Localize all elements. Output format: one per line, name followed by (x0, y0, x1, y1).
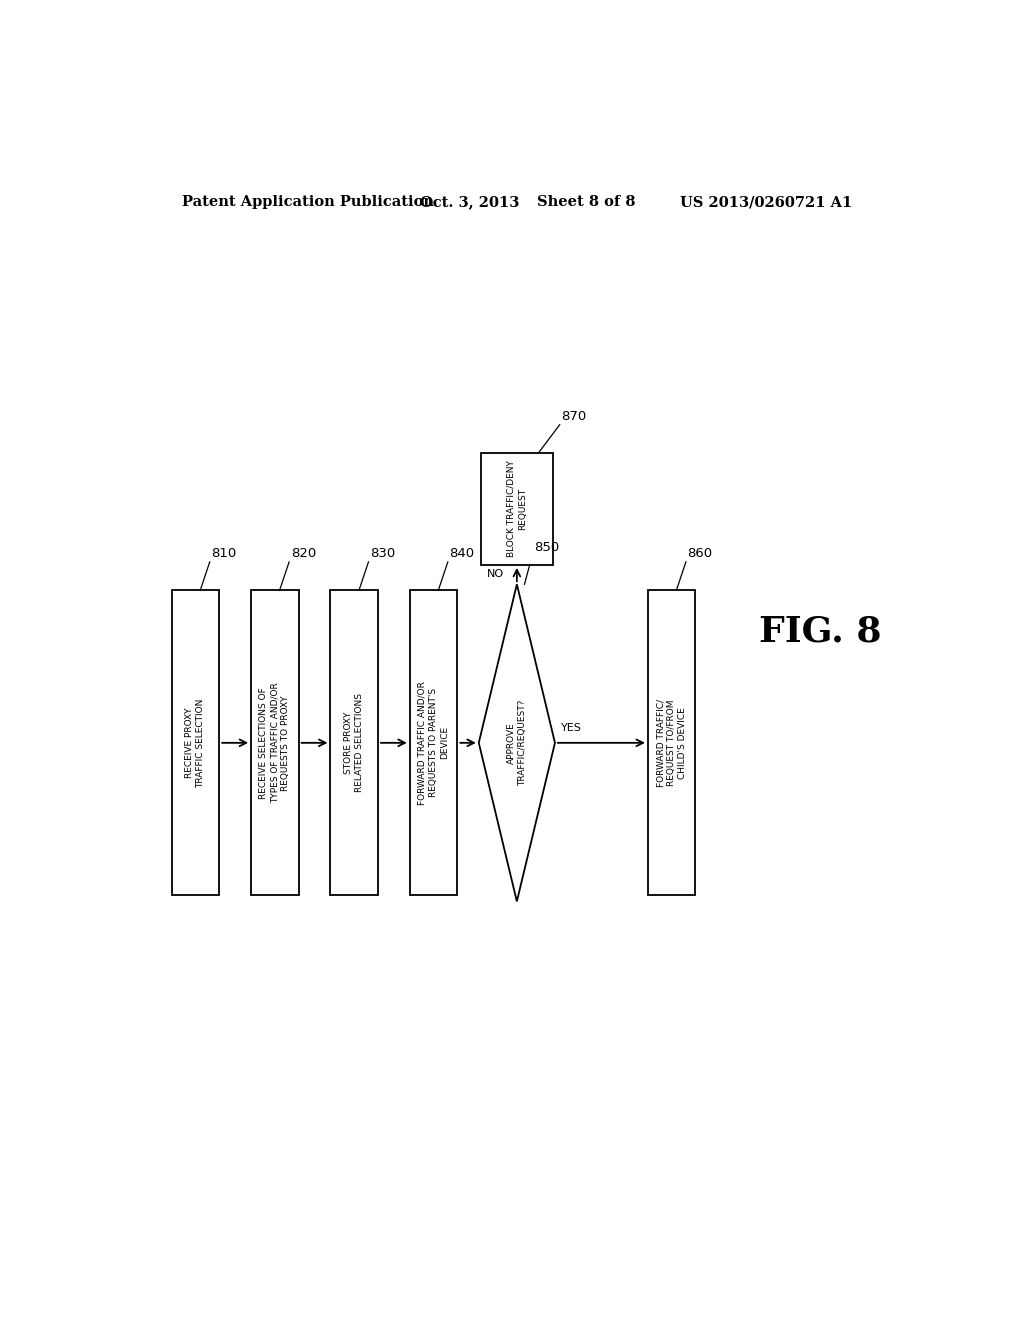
FancyBboxPatch shape (172, 590, 219, 895)
Text: 830: 830 (370, 546, 395, 560)
Text: Sheet 8 of 8: Sheet 8 of 8 (537, 195, 635, 209)
Text: FORWARD TRAFFIC/
REQUEST TO/FROM
CHILD'S DEVICE: FORWARD TRAFFIC/ REQUEST TO/FROM CHILD'S… (656, 698, 687, 787)
FancyBboxPatch shape (481, 453, 553, 565)
Polygon shape (479, 585, 555, 902)
FancyBboxPatch shape (410, 590, 458, 895)
FancyBboxPatch shape (251, 590, 299, 895)
Text: YES: YES (561, 722, 583, 733)
Text: APPROVE
TRAFFIC/REQUEST?: APPROVE TRAFFIC/REQUEST? (507, 700, 527, 785)
Text: RECEIVE SELECTIONS OF
TYPES OF TRAFFIC AND/OR
REQUESTS TO PROXY: RECEIVE SELECTIONS OF TYPES OF TRAFFIC A… (259, 682, 291, 803)
Text: Oct. 3, 2013: Oct. 3, 2013 (420, 195, 519, 209)
Text: Patent Application Publication: Patent Application Publication (182, 195, 434, 209)
Text: 820: 820 (291, 546, 316, 560)
Text: FORWARD TRAFFIC AND/OR
REQUESTS TO PARENT'S
DEVICE: FORWARD TRAFFIC AND/OR REQUESTS TO PAREN… (418, 681, 450, 805)
Text: 860: 860 (687, 546, 713, 560)
Text: 870: 870 (561, 409, 587, 422)
Text: NO: NO (486, 569, 504, 579)
FancyBboxPatch shape (648, 590, 695, 895)
Text: BLOCK TRAFFIC/DENY
REQUEST: BLOCK TRAFFIC/DENY REQUEST (507, 461, 527, 557)
Text: 840: 840 (450, 546, 474, 560)
Text: 810: 810 (211, 546, 237, 560)
Text: 850: 850 (534, 541, 559, 554)
Text: STORE PROXY
RELATED SELECTIONS: STORE PROXY RELATED SELECTIONS (344, 693, 365, 792)
Text: US 2013/0260721 A1: US 2013/0260721 A1 (680, 195, 852, 209)
FancyBboxPatch shape (331, 590, 378, 895)
Text: RECEIVE PROXY
TRAFFIC SELECTION: RECEIVE PROXY TRAFFIC SELECTION (185, 698, 206, 788)
Text: FIG. 8: FIG. 8 (759, 614, 882, 648)
